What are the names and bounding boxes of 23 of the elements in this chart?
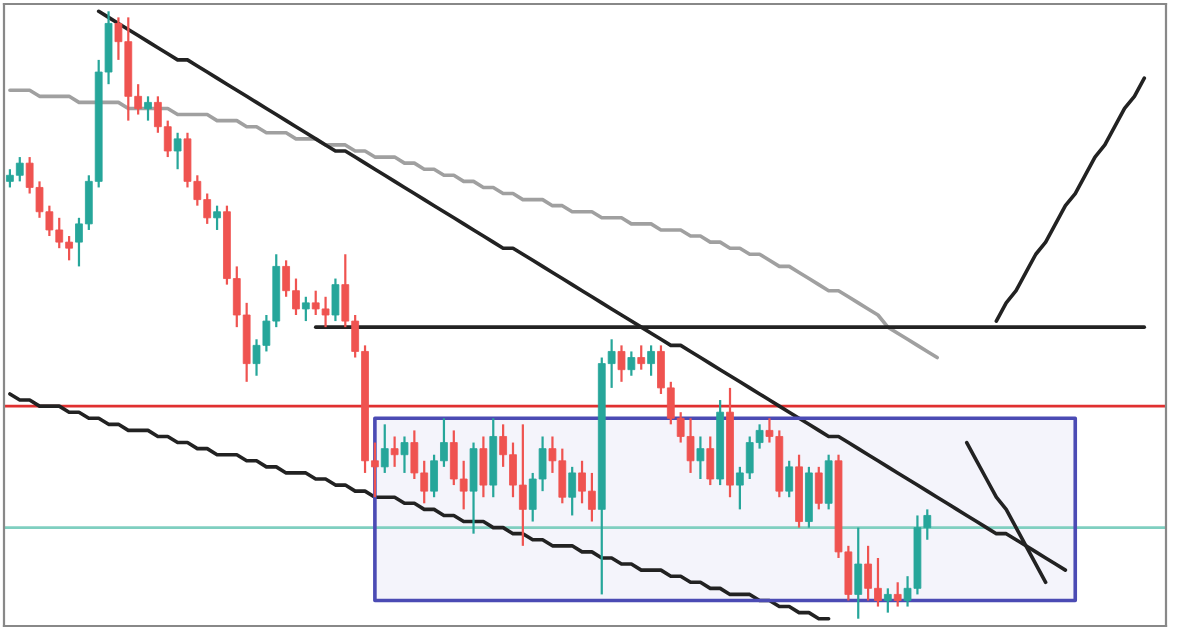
candlestick	[400, 435, 409, 475]
candlestick	[173, 131, 182, 171]
candlestick	[883, 587, 892, 614]
candlestick	[893, 581, 902, 608]
candlestick	[390, 435, 399, 468]
candlestick	[627, 350, 636, 377]
candlestick	[213, 204, 221, 232]
candlestick	[144, 95, 152, 122]
candlestick	[785, 459, 794, 499]
candlestick	[647, 344, 655, 377]
candlestick	[469, 441, 478, 535]
candlestick	[568, 465, 577, 517]
candlestick	[696, 435, 705, 481]
candlestick	[331, 277, 340, 323]
candlestick	[637, 344, 646, 371]
candlestick	[824, 453, 833, 511]
candlestick	[854, 526, 863, 620]
candlestick	[706, 435, 715, 487]
candlestick	[814, 465, 823, 511]
candlestick	[617, 344, 626, 383]
candlestick	[301, 295, 310, 323]
candlestick	[479, 435, 488, 499]
candlestick	[380, 423, 389, 475]
